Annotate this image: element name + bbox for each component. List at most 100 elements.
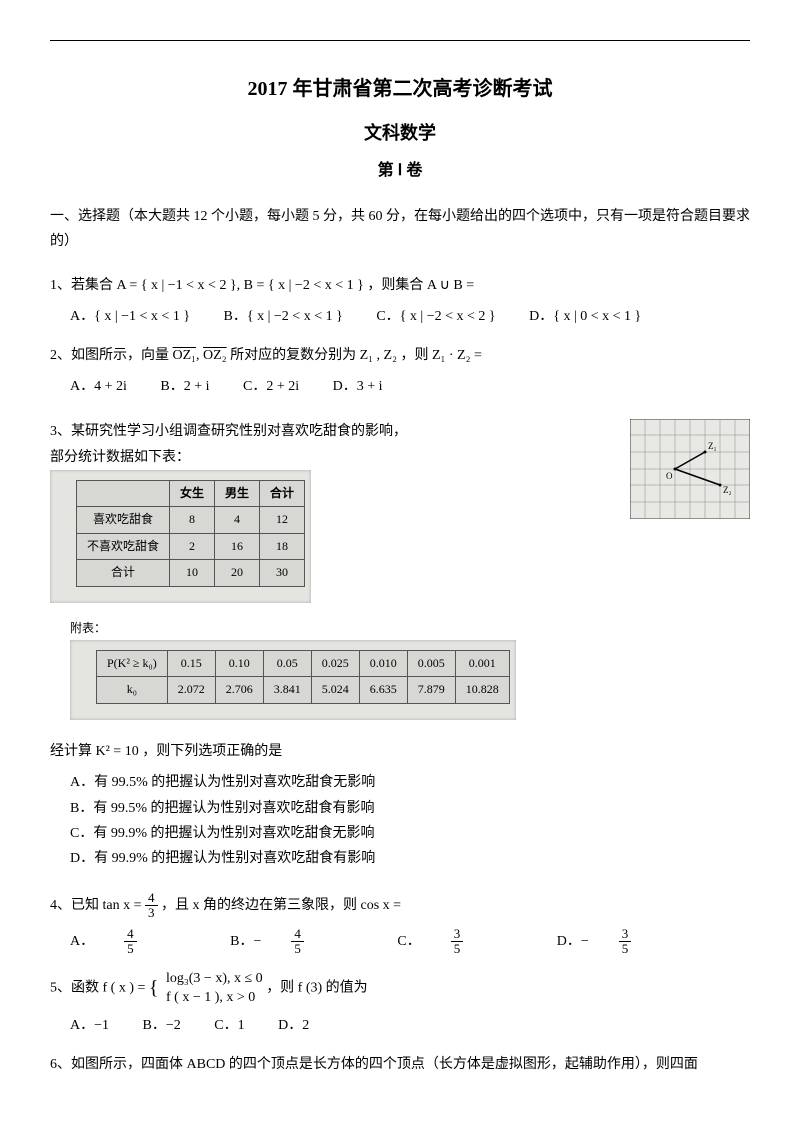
cell: 7.879: [407, 677, 455, 704]
question-2: 2、如图所示，向量 OZ₁, OZ₂ 所对应的复数分别为 Z₁ , Z₂ ，则 …: [50, 343, 750, 405]
question-1: 1、若集合 A = { x | −1 < x < 2 }, B = { x | …: [50, 273, 750, 329]
q4-a-frac: 45: [124, 927, 167, 957]
q5-case2: f ( x − 1 ), x > 0: [166, 989, 263, 1007]
q2-opt-a: A．4 + 2i: [70, 374, 127, 399]
frac-d: 5: [291, 942, 304, 956]
top-rule: [50, 40, 750, 41]
q3-opt-b: B．有 99.5% 的把握认为性别对喜欢吃甜食有影响: [70, 796, 750, 821]
q3-table1-wrap: 女生 男生 合计 喜欢吃甜食 8 4 12 不喜欢吃甜食 2 16 18 合计 …: [50, 470, 311, 603]
vector-oz1: OZ₁: [173, 348, 197, 363]
cell: 0.005: [407, 650, 455, 677]
section-intro: 一、选择题（本大题共 12 个小题，每小题 5 分，共 60 分，在每小题给出的…: [50, 204, 750, 254]
question-5: 5、函数 f ( x ) = { log₃(3 − x), x ≤ 0 f ( …: [50, 970, 750, 1038]
frac-d: 5: [451, 942, 464, 956]
q4-stem-b: ，且 x 角的终边在第三象限，则 cos x =: [161, 898, 401, 913]
q4-d-frac: 35: [619, 927, 662, 957]
cell: 0.15: [167, 650, 215, 677]
q4-opt-a: A． 45: [70, 927, 197, 957]
q5-stem-a: 5、函数 f ( x ) =: [50, 981, 149, 996]
table-row: 女生 男生 合计: [77, 480, 305, 507]
exam-subject: 文科数学: [50, 117, 750, 149]
q2-stem: 2、如图所示，向量 OZ₁, OZ₂ 所对应的复数分别为 Z₁ , Z₂ ，则 …: [50, 343, 750, 368]
q4-opt-b: B．−45: [230, 927, 364, 957]
q5-case1: log₃(3 − x), x ≤ 0: [166, 970, 263, 988]
cell: 16: [215, 533, 260, 560]
cell: P(K² ≥ k₀): [97, 650, 168, 677]
q4-d-pre: D．−: [557, 929, 589, 954]
cell: 6.635: [359, 677, 407, 704]
cell: 20: [215, 560, 260, 587]
q3-opt-a: A．有 99.5% 的把握认为性别对喜欢吃甜食无影响: [70, 770, 750, 795]
q2-options: A．4 + 2i B．2 + i C．2 + 2i D．3 + i: [70, 374, 750, 399]
q3-attach-label: 附表：: [70, 618, 750, 640]
q2-opt-d: D．3 + i: [333, 374, 383, 399]
vector-oz2: OZ₂: [203, 348, 227, 363]
cell: 2.706: [215, 677, 263, 704]
question-6: 6、如图所示，四面体 ABCD 的四个顶点是长方体的四个顶点（长方体是虚拟图形，…: [50, 1052, 750, 1077]
exam-part: 第 Ⅰ 卷: [50, 157, 750, 186]
q5-opt-d: D．2: [278, 1013, 309, 1038]
q1-stem: 1、若集合 A = { x | −1 < x < 2 }, B = { x | …: [50, 273, 750, 298]
q2-stem-a: 2、如图所示，向量: [50, 348, 173, 363]
grid-svg: O Z₁ Z₂: [630, 419, 750, 519]
q3-t1-h1: 女生: [170, 480, 215, 507]
table-row: 喜欢吃甜食 8 4 12: [77, 507, 305, 534]
q3-t1-h2: 男生: [215, 480, 260, 507]
q2-opt-c: C．2 + 2i: [243, 374, 299, 399]
q4-opt-c: C． 35: [397, 927, 523, 957]
q5-piecewise: log₃(3 − x), x ≤ 0 f ( x − 1 ), x > 0: [164, 970, 263, 1006]
q3-t1-h3: 合计: [260, 480, 305, 507]
cell: 8: [170, 507, 215, 534]
question-3: O Z₁ Z₂ 3、某研究性学习小组调查研究性别对喜欢吃甜食的影响， 部分统计数…: [50, 419, 750, 877]
table-row: 不喜欢吃甜食 2 16 18: [77, 533, 305, 560]
q3-opt-c: C．有 99.9% 的把握认为性别对喜欢吃甜食无影响: [70, 821, 750, 846]
z1-label: Z₁: [708, 441, 717, 451]
q3-options: A．有 99.5% 的把握认为性别对喜欢吃甜食无影响 B．有 99.5% 的把握…: [70, 770, 750, 871]
frac-n: 3: [619, 927, 632, 942]
q4-c-frac: 35: [451, 927, 494, 957]
q4-frac: 4 3: [145, 891, 158, 921]
origin-label: O: [666, 471, 673, 481]
cell: 12: [260, 507, 305, 534]
cell: 0.001: [455, 650, 509, 677]
table-row: P(K² ≥ k₀) 0.15 0.10 0.05 0.025 0.010 0.…: [97, 650, 510, 677]
cell: 18: [260, 533, 305, 560]
q4-a-pre: A．: [70, 929, 94, 954]
frac-d: 5: [619, 942, 632, 956]
cell: 3.841: [263, 677, 311, 704]
cell: 0.05: [263, 650, 311, 677]
q3-table1: 女生 男生 合计 喜欢吃甜食 8 4 12 不喜欢吃甜食 2 16 18 合计 …: [76, 480, 305, 587]
q2-vec-sep: ,: [196, 348, 203, 363]
z2-label: Z₂: [723, 485, 732, 495]
cell: 30: [260, 560, 305, 587]
cell: 4: [215, 507, 260, 534]
frac-n: 4: [124, 927, 137, 942]
q4-c-pre: C．: [397, 929, 420, 954]
z1-point: [704, 451, 707, 454]
q4-frac-d: 3: [145, 906, 158, 920]
q1-opt-a: A．{ x | −1 < x < 1 }: [70, 304, 190, 329]
exam-title: 2017 年甘肃省第二次高考诊断考试: [50, 71, 750, 107]
question-4: 4、已知 tan x = 4 3 ，且 x 角的终边在第三象限，则 cos x …: [50, 891, 750, 956]
complex-plane-figure: O Z₁ Z₂: [630, 419, 750, 528]
frac-n: 3: [451, 927, 464, 942]
cell: 10.828: [455, 677, 509, 704]
q5-opt-b: B．−2: [143, 1013, 181, 1038]
q3-table2-wrap: P(K² ≥ k₀) 0.15 0.10 0.05 0.025 0.010 0.…: [70, 640, 516, 720]
q4-options: A．45 B．−45 C．35 D．−35: [70, 927, 750, 957]
frac-d: 5: [124, 942, 137, 956]
q4-opt-d: D．− 35: [557, 927, 692, 957]
cell: 合计: [77, 560, 170, 587]
q5-options: A．−1 B．−2 C．1 D．2: [70, 1013, 750, 1038]
q3-table2: P(K² ≥ k₀) 0.15 0.10 0.05 0.025 0.010 0.…: [96, 650, 510, 704]
q4-b-frac: 45: [291, 927, 334, 957]
q6-stem: 6、如图所示，四面体 ABCD 的四个顶点是长方体的四个顶点（长方体是虚拟图形，…: [50, 1057, 698, 1072]
table-row: 合计 10 20 30: [77, 560, 305, 587]
q1-opt-c: C．{ x | −2 < x < 2 }: [376, 304, 495, 329]
z2-point: [719, 484, 722, 487]
cell: 2.072: [167, 677, 215, 704]
origin-point: [674, 468, 677, 471]
table-row: k₀ 2.072 2.706 3.841 5.024 6.635 7.879 1…: [97, 677, 510, 704]
cell: 0.010: [359, 650, 407, 677]
frac-n: 4: [291, 927, 304, 942]
